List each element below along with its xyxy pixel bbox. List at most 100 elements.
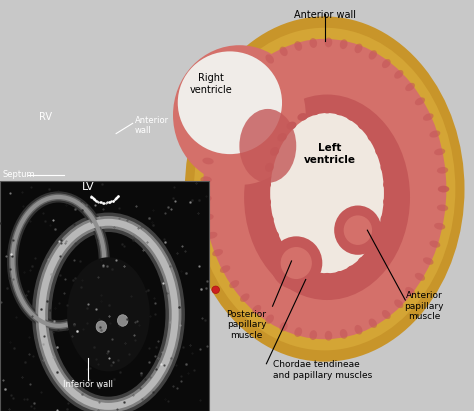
Ellipse shape xyxy=(265,54,274,64)
Ellipse shape xyxy=(197,32,452,346)
Ellipse shape xyxy=(263,197,271,206)
Ellipse shape xyxy=(212,249,223,256)
Text: RV: RV xyxy=(38,112,52,122)
Ellipse shape xyxy=(192,26,457,352)
Ellipse shape xyxy=(229,90,239,98)
Ellipse shape xyxy=(434,148,445,155)
Ellipse shape xyxy=(415,273,425,281)
Ellipse shape xyxy=(178,51,282,154)
Ellipse shape xyxy=(194,28,456,351)
Ellipse shape xyxy=(188,20,462,358)
Ellipse shape xyxy=(240,76,249,85)
Ellipse shape xyxy=(383,197,392,206)
Ellipse shape xyxy=(347,113,357,121)
Ellipse shape xyxy=(437,205,448,211)
Ellipse shape xyxy=(382,59,391,68)
Ellipse shape xyxy=(203,39,447,339)
Ellipse shape xyxy=(340,39,347,49)
Ellipse shape xyxy=(201,176,212,183)
Ellipse shape xyxy=(322,273,332,280)
Ellipse shape xyxy=(297,113,308,121)
Ellipse shape xyxy=(265,215,273,224)
Ellipse shape xyxy=(240,293,249,302)
Ellipse shape xyxy=(277,133,287,141)
Ellipse shape xyxy=(347,266,357,273)
Text: Inferior wall: Inferior wall xyxy=(63,380,113,389)
Ellipse shape xyxy=(369,50,377,60)
Ellipse shape xyxy=(265,314,274,324)
Ellipse shape xyxy=(191,24,458,354)
Ellipse shape xyxy=(423,257,434,265)
Ellipse shape xyxy=(201,195,212,202)
Ellipse shape xyxy=(325,37,332,47)
Text: Left
ventricle: Left ventricle xyxy=(303,143,356,165)
Text: Anterior
papillary
muscle: Anterior papillary muscle xyxy=(404,291,444,321)
Ellipse shape xyxy=(429,240,440,248)
Ellipse shape xyxy=(206,232,218,239)
Ellipse shape xyxy=(199,33,451,345)
Ellipse shape xyxy=(375,230,384,239)
Ellipse shape xyxy=(244,95,410,300)
Ellipse shape xyxy=(206,139,218,146)
Ellipse shape xyxy=(394,70,403,79)
Ellipse shape xyxy=(202,214,214,220)
Ellipse shape xyxy=(252,64,261,73)
Ellipse shape xyxy=(375,148,384,156)
Ellipse shape xyxy=(405,287,415,295)
Ellipse shape xyxy=(335,271,345,279)
Ellipse shape xyxy=(310,108,320,115)
Ellipse shape xyxy=(280,46,288,56)
Ellipse shape xyxy=(220,105,230,113)
Ellipse shape xyxy=(281,247,312,279)
Ellipse shape xyxy=(196,30,454,349)
Ellipse shape xyxy=(277,245,287,253)
Ellipse shape xyxy=(310,330,317,340)
Ellipse shape xyxy=(437,167,448,173)
Ellipse shape xyxy=(67,257,150,372)
Ellipse shape xyxy=(405,83,415,91)
Ellipse shape xyxy=(212,286,219,293)
Ellipse shape xyxy=(96,321,107,332)
Ellipse shape xyxy=(438,186,449,192)
Ellipse shape xyxy=(270,113,384,273)
Ellipse shape xyxy=(201,37,448,341)
Ellipse shape xyxy=(381,163,389,172)
Ellipse shape xyxy=(294,327,302,337)
Ellipse shape xyxy=(252,305,261,314)
Ellipse shape xyxy=(173,45,306,185)
Ellipse shape xyxy=(229,280,239,288)
Ellipse shape xyxy=(287,257,296,265)
Ellipse shape xyxy=(344,215,372,245)
Ellipse shape xyxy=(202,158,214,164)
Ellipse shape xyxy=(190,22,460,356)
Text: Septum: Septum xyxy=(2,170,35,179)
Ellipse shape xyxy=(263,180,271,189)
Text: Right
ventricle: Right ventricle xyxy=(190,74,232,95)
Ellipse shape xyxy=(368,245,377,253)
Ellipse shape xyxy=(369,319,377,328)
Ellipse shape xyxy=(423,113,434,121)
Ellipse shape xyxy=(310,38,317,48)
Ellipse shape xyxy=(383,180,392,189)
Ellipse shape xyxy=(429,130,440,138)
Ellipse shape xyxy=(265,163,273,172)
Ellipse shape xyxy=(186,18,463,360)
Ellipse shape xyxy=(118,315,128,326)
Ellipse shape xyxy=(355,325,363,335)
Ellipse shape xyxy=(438,186,449,192)
Ellipse shape xyxy=(334,206,382,255)
Ellipse shape xyxy=(280,322,288,332)
Ellipse shape xyxy=(270,147,279,156)
Ellipse shape xyxy=(294,41,302,51)
Ellipse shape xyxy=(270,236,322,290)
Ellipse shape xyxy=(335,108,345,115)
Ellipse shape xyxy=(415,97,425,105)
Ellipse shape xyxy=(287,122,296,129)
Ellipse shape xyxy=(381,214,389,223)
Ellipse shape xyxy=(310,271,320,279)
Text: Anterior
wall: Anterior wall xyxy=(135,115,169,135)
Ellipse shape xyxy=(239,109,296,183)
Ellipse shape xyxy=(322,106,332,113)
Ellipse shape xyxy=(394,299,403,308)
Ellipse shape xyxy=(185,16,465,362)
